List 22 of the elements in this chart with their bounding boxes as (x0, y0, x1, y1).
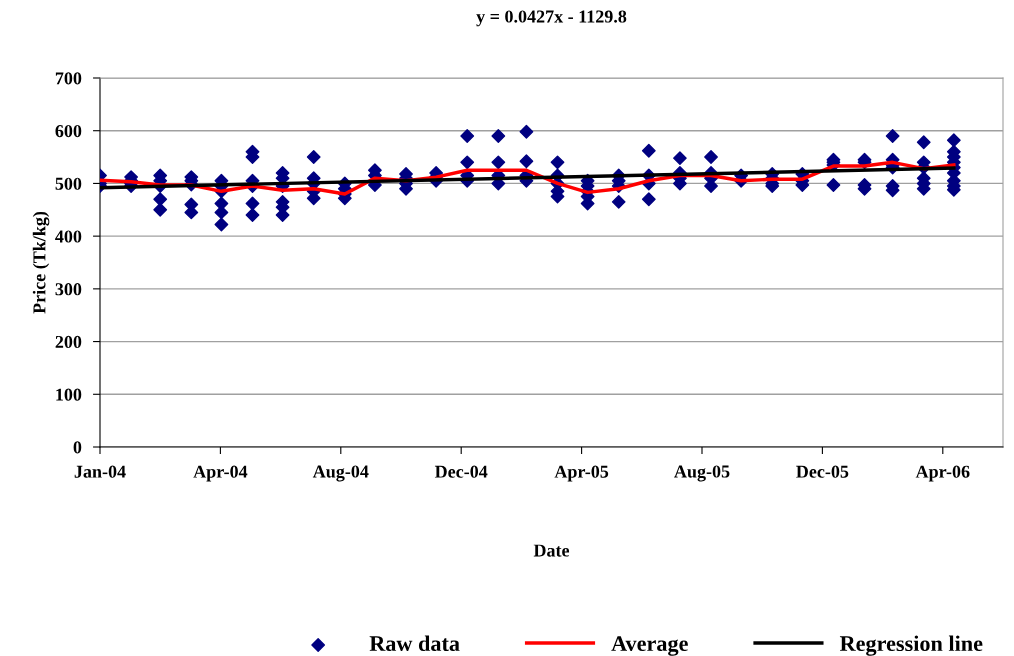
y-tick-label: 600 (55, 124, 82, 138)
y-tick-label: 0 (73, 441, 82, 454)
legend-label: Regression line (839, 635, 983, 656)
x-tick-label: Apr-04 (193, 465, 248, 482)
x-tick-label: Aug-05 (674, 465, 730, 482)
y-tick-label: 200 (55, 335, 82, 349)
x-tick-label: Jan-04 (74, 465, 126, 478)
y-tick-label: 100 (56, 388, 82, 401)
x-tick-label: Apr-06 (915, 465, 970, 482)
x-axis-title: Date (533, 544, 570, 557)
y-tick-label: 500 (55, 177, 82, 190)
y-tick-label: 700 (55, 72, 82, 85)
x-tick-label: Dec-04 (434, 465, 488, 478)
y-axis-title: Price (Tk/kg) (32, 211, 50, 314)
x-tick-label: Aug-04 (312, 465, 369, 482)
y-tick-label: 400 (55, 230, 82, 243)
legend-label: Raw data (369, 635, 460, 652)
x-tick-label: Dec-05 (796, 465, 849, 478)
y-tick-label: 300 (55, 283, 82, 296)
x-tick-label: Apr-05 (554, 465, 609, 482)
legend-label: Average (611, 636, 688, 656)
chart-title: y = 0.0427x - 1129.8 (476, 10, 627, 27)
